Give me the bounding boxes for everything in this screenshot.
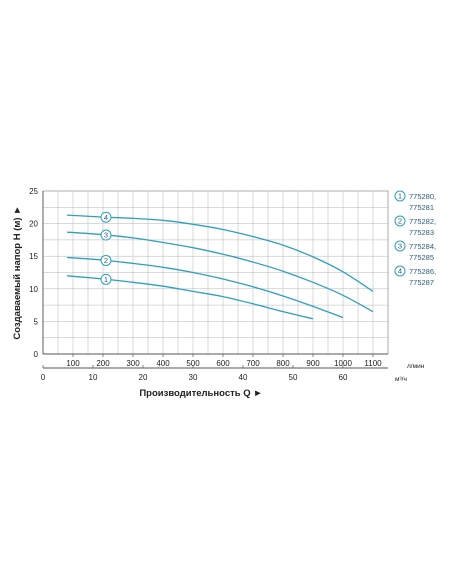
x-tick-label-lpm: 1000 <box>334 359 352 368</box>
y-axis-title: Создаваемый напор H (м) ► <box>12 205 23 339</box>
x-tick-label-lpm: 100 <box>66 359 80 368</box>
legend-marker-label: 3 <box>398 242 402 251</box>
series-line-2 <box>66 256 344 319</box>
x-tick-label-m3h: 20 <box>139 373 148 382</box>
x-tick-label-lpm: 200 <box>96 359 110 368</box>
x-tick-label-lpm: 300 <box>126 359 140 368</box>
legend-item-2: 2 775282, 775283 <box>394 215 436 237</box>
legend-marker-circle <box>394 215 406 227</box>
series-marker-2: 2 <box>100 254 112 266</box>
series-marker-1: 1 <box>100 273 112 285</box>
series-marker-circle <box>100 229 112 241</box>
x-tick-label-lpm: 800 <box>276 359 290 368</box>
series-line-1 <box>66 275 314 320</box>
x-tick-label-m3h: 50 <box>289 373 298 382</box>
legend-marker-circle <box>394 265 406 277</box>
x-tick-label-m3h: 40 <box>239 373 248 382</box>
series-marker-label: 4 <box>104 213 108 222</box>
x-tick-label-m3h: 10 <box>89 373 98 382</box>
x-tick-label-m3h: 0 <box>41 373 46 382</box>
chart-axes <box>42 191 388 369</box>
legend-item-text: 775284, <box>409 242 436 251</box>
x-tick-label-lpm: 700 <box>246 359 260 368</box>
y-tick-label: 20 <box>29 220 38 229</box>
x-tick-label-lpm: 500 <box>186 359 200 368</box>
legend-marker-label: 1 <box>398 192 402 201</box>
y-tick-label: 5 <box>34 317 39 326</box>
series-line-4 <box>66 214 374 292</box>
legend-item-text: 775283 <box>409 228 434 237</box>
series-marker-label: 2 <box>104 256 108 265</box>
legend-item-text: 775281 <box>409 203 434 212</box>
legend-marker-label: 2 <box>398 217 402 226</box>
series-line-3 <box>66 231 374 313</box>
legend-item-4: 4 775286, 775287 <box>394 265 436 287</box>
series-marker-3: 3 <box>100 229 112 241</box>
y-tick-label: 10 <box>29 285 38 294</box>
x-tick-label-lpm: 400 <box>156 359 170 368</box>
y-tick-label: 0 <box>34 350 39 359</box>
unit-m3h-label: м³/ч <box>395 376 407 383</box>
legend-item-text: 775282, <box>409 217 436 226</box>
legend-marker-label: 4 <box>398 267 402 276</box>
legend-item-text: 775287 <box>409 278 434 287</box>
legend-marker-circle <box>394 190 406 202</box>
x-tick-label-m3h: 60 <box>339 373 348 382</box>
legend-item-text: 775280, <box>409 192 436 201</box>
chart-grid <box>42 190 389 355</box>
series-marker-circle <box>100 273 112 285</box>
legend-item-text: 775286, <box>409 267 436 276</box>
x-axis-title: Производительность Q ► <box>139 388 262 399</box>
x-tick-label-lpm: 1100 <box>364 359 382 368</box>
y-tick-label: 25 <box>29 187 38 196</box>
x-tick-label-lpm: 900 <box>306 359 320 368</box>
x-tick-label-m3h: 30 <box>189 373 198 382</box>
series-marker-label: 1 <box>104 275 108 284</box>
series-marker-circle <box>100 254 112 266</box>
series-curves <box>66 214 374 320</box>
legend-marker-circle <box>394 240 406 252</box>
legend-item-1: 1 775280, 775281 <box>394 190 436 212</box>
legend: 1 775280, 775281 2 775282, 775283 3 775284, 7752… <box>394 190 436 287</box>
x-tick-label-lpm: 600 <box>216 359 230 368</box>
series-marker-circle <box>100 211 112 223</box>
y-tick-label: 15 <box>29 252 38 261</box>
series-marker-4: 4 <box>100 211 112 223</box>
unit-lpm-label: л/мин <box>407 363 425 370</box>
series-markers: 1 2 3 4 <box>100 211 112 285</box>
legend-item-3: 3 775284, 775285 <box>394 240 436 262</box>
legend-item-text: 775285 <box>409 253 434 262</box>
series-marker-label: 3 <box>104 231 108 240</box>
